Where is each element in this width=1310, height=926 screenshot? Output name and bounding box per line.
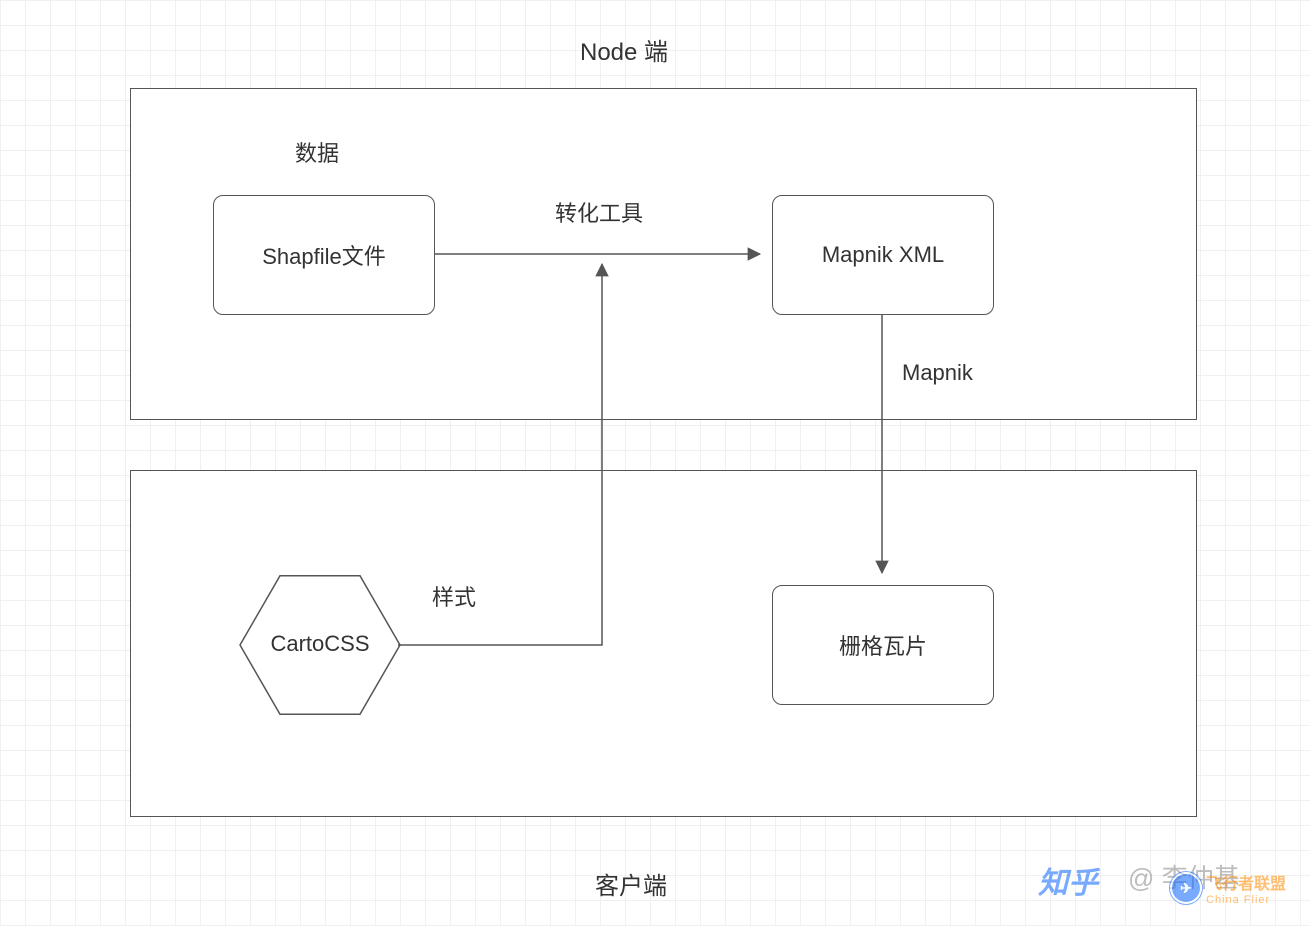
diagram-canvas: Node 端 客户端 数据 样式 Shapfile文件 Mapnik XML 栅…: [0, 0, 1310, 926]
label-style: 样式: [432, 580, 476, 612]
container-client: [130, 470, 1197, 817]
node-mapnik-xml-label: Mapnik XML: [822, 242, 944, 268]
node-shapefile: Shapfile文件: [213, 195, 435, 315]
edge-label-mapnik: Mapnik: [902, 360, 973, 386]
node-mapnik-xml: Mapnik XML: [772, 195, 994, 315]
watermark-chinaflier-text: 飞行者联盟: [1206, 870, 1286, 894]
watermark-zhihu: 知乎: [1038, 858, 1098, 902]
node-raster-tiles-label: 栅格瓦片: [839, 629, 927, 661]
edge-label-transform-tool: 转化工具: [555, 196, 643, 228]
watermark-chinaflier-sub: China Flier: [1206, 894, 1286, 906]
watermark-chinaflier-icon: ✈: [1172, 874, 1200, 902]
watermark-chinaflier: ✈ 飞行者联盟 China Flier: [1172, 870, 1286, 906]
node-raster-tiles: 栅格瓦片: [772, 585, 994, 705]
node-shapefile-label: Shapfile文件: [262, 239, 386, 271]
label-data: 数据: [295, 136, 339, 168]
title-node-side: Node 端: [580, 32, 668, 67]
title-client-side: 客户端: [595, 866, 667, 901]
